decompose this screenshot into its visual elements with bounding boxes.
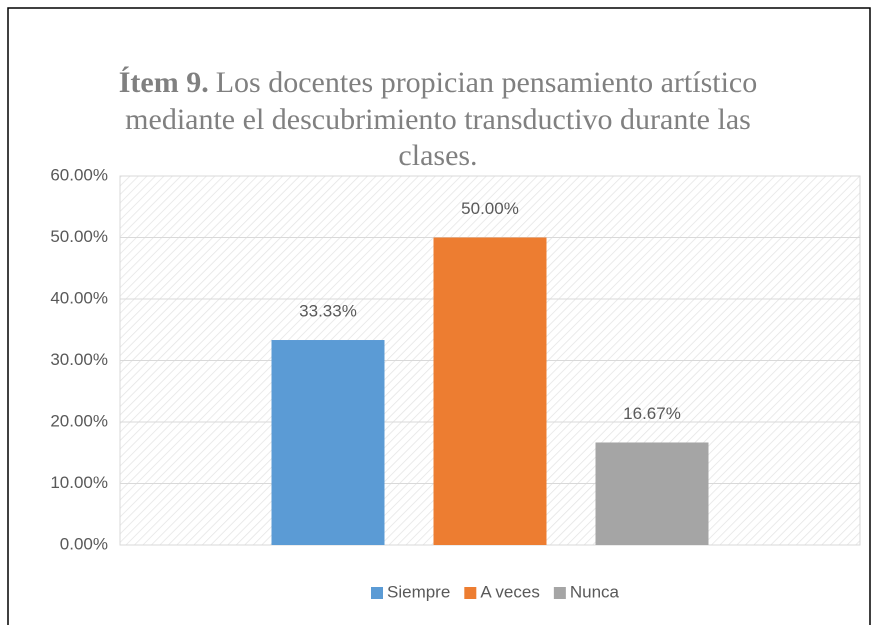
bar [433,237,547,545]
bar [595,442,709,545]
legend-swatch [553,587,566,599]
legend-swatch [464,587,477,599]
data-label: 50.00% [461,199,519,218]
frame [7,7,871,625]
y-tick-label: 40.00% [50,288,108,307]
y-tick-label: 60.00% [50,165,108,184]
legend-label: Siempre [387,582,450,601]
y-tick-label: 0.00% [60,534,108,553]
legend-label: A veces [480,582,540,601]
data-label: 16.67% [623,404,681,423]
title-line: mediante el descubrimiento transductivo … [125,103,751,136]
title-line: Los docentes propician pensamiento artís… [216,66,758,99]
bar [271,340,385,545]
legend-label: Nunca [570,582,620,601]
y-tick-label: 10.00% [50,473,108,492]
title-line: clases. [398,139,477,172]
y-tick-label: 20.00% [50,411,108,430]
legend-swatch [371,587,383,599]
data-label: 33.33% [299,302,357,321]
y-tick-label: 30.00% [50,350,108,369]
chart-title: Ítem 9. Los docentes propician pensamient… [119,66,758,99]
y-tick-label: 50.00% [50,227,108,246]
title-label: Ítem 9. [119,66,209,99]
